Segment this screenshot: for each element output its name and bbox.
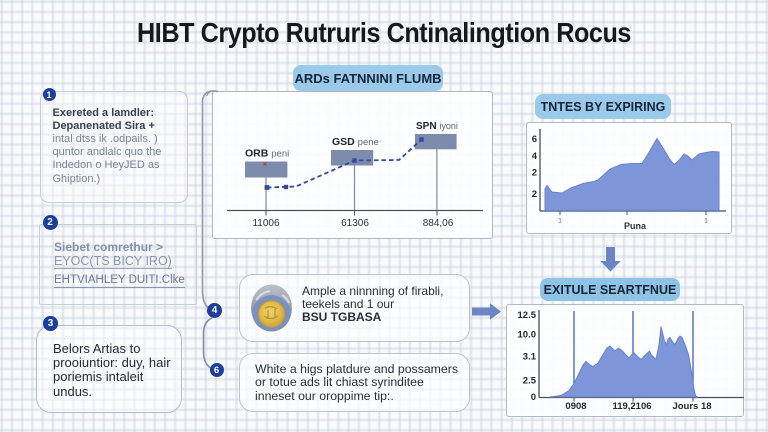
svg-text:3.1: 3.1 — [523, 352, 537, 363]
svg-text:0: 0 — [531, 392, 536, 403]
svg-text:2: 2 — [532, 189, 537, 200]
svg-text:10.0: 10.0 — [518, 330, 537, 341]
svg-text:61306: 61306 — [341, 218, 369, 229]
svg-text:11006: 11006 — [252, 218, 280, 229]
svg-text:0908: 0908 — [565, 401, 586, 412]
svg-text:Jours 18: Jours 18 — [672, 401, 711, 412]
svg-text:1: 1 — [558, 219, 562, 225]
svg-text:GSD pene: GSD pene — [332, 136, 379, 148]
svg-text:SPN iyoni: SPN iyoni — [416, 121, 458, 132]
svg-text:2: 2 — [532, 168, 537, 179]
svg-text:ORB peni: ORB peni — [245, 148, 289, 160]
svg-text:119,2106: 119,2106 — [612, 401, 651, 412]
svg-text:1: 1 — [704, 219, 708, 225]
svg-text:12.5: 12.5 — [518, 310, 537, 321]
svg-text:6: 6 — [532, 134, 537, 145]
svg-text:884,06: 884,06 — [423, 218, 454, 229]
svg-text:2.5: 2.5 — [523, 376, 537, 387]
svg-text:Puna: Puna — [624, 221, 647, 231]
svg-text:4: 4 — [532, 151, 538, 162]
